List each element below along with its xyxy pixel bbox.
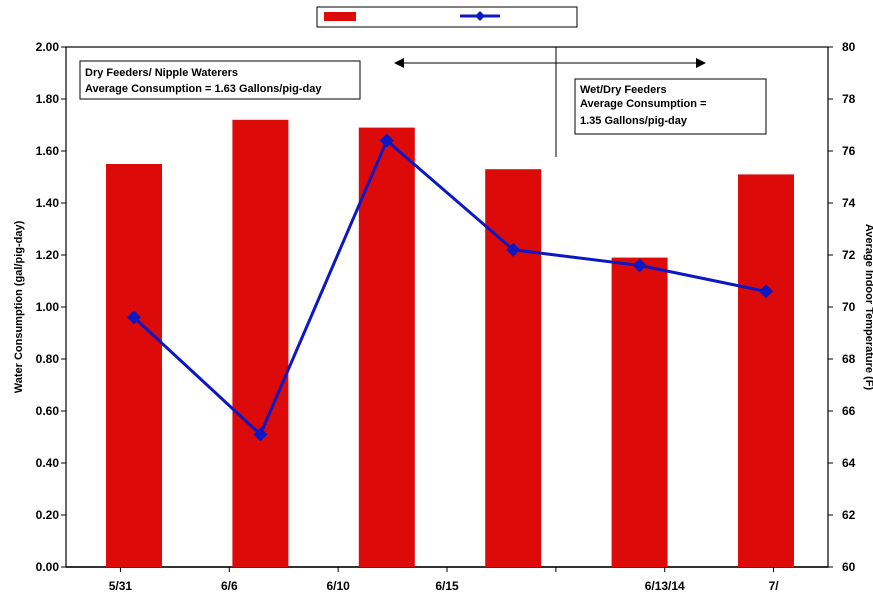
consumption-bar: [358, 127, 415, 567]
annotation-wet-line-2: Average Consumption =: [580, 98, 706, 110]
left-tick-label: 0.00: [36, 560, 60, 574]
consumption-bar: [611, 257, 668, 567]
left-tick-label: 1.00: [36, 300, 60, 314]
temperature-point: [632, 258, 647, 273]
annotation-wet-line-3: 1.35 Gallons/pig-day: [580, 115, 688, 127]
right-tick-label: 72: [842, 248, 856, 262]
annotation-dry-line-2: Average Consumption = 1.63 Gallons/pig-d…: [85, 83, 322, 95]
annotation-wet-box: [574, 78, 767, 135]
annotation-wet-dry-feeders: Wet/Dry Feeders Average Consumption = 1.…: [574, 78, 767, 135]
right-tick-label: 68: [842, 352, 856, 366]
consumption-bar: [232, 119, 289, 568]
right-tick-label: 70: [842, 300, 856, 314]
temperature-point: [379, 133, 394, 148]
temperature-point: [127, 310, 141, 325]
right-tick-label: 62: [842, 508, 856, 522]
annotation-dry-feeders: Dry Feeders/ Nipple Waterers Average Con…: [79, 60, 361, 100]
period-arrow: [394, 47, 706, 157]
annotation-dry-line-1: Dry Feeders/ Nipple Waterers: [85, 67, 238, 79]
annotation-dry-box: [79, 60, 361, 100]
right-axis-title: Average Indoor Temperature (F): [863, 224, 873, 391]
legend-marker-icon: [475, 11, 485, 21]
x-tick-label: 6/6: [221, 579, 238, 593]
right-tick-label: 64: [842, 456, 856, 470]
left-axis-title: Water Consumption (gal/pig-day): [13, 220, 25, 393]
legend-box: [316, 6, 578, 28]
x-tick-label: 6/13/14: [645, 579, 685, 593]
x-tick-label: 6/15: [435, 579, 459, 593]
right-axis-ticks: 60 62 64 66 68 70 72 74 76 78 80: [828, 40, 856, 574]
right-tick-label: 78: [842, 92, 856, 106]
temperature-point: [506, 242, 521, 257]
left-tick-label: 1.80: [36, 92, 60, 106]
x-tick-label: 6/10: [326, 579, 350, 593]
temperature-point: [253, 427, 268, 442]
left-tick-label: 0.40: [36, 456, 60, 470]
right-tick-label: 74: [842, 196, 856, 210]
right-tick-label: 80: [842, 40, 856, 54]
x-tick-label: 7/: [769, 579, 780, 593]
right-tick-label: 66: [842, 404, 856, 418]
left-axis-ticks: 0.00 0.20 0.40 0.60 0.80 1.00 1.20 1.40 1.60 1.80…: [36, 40, 66, 574]
bar-series: [106, 119, 794, 568]
arrow-left-head-icon: [394, 58, 404, 68]
consumption-bar: [738, 174, 794, 567]
x-axis-ticks: 5/31 6/6 6/10 6/15 6/13/14 7/: [109, 567, 779, 593]
left-tick-label: 1.40: [36, 196, 60, 210]
annotation-wet-line-1: Wet/Dry Feeders: [580, 84, 667, 96]
consumption-bar: [485, 169, 542, 567]
legend: [316, 6, 578, 28]
right-tick-label: 60: [842, 560, 856, 574]
arrow-right-head-icon: [696, 58, 706, 68]
left-tick-label: 0.20: [36, 508, 60, 522]
left-tick-label: 1.60: [36, 144, 60, 158]
left-tick-label: 1.20: [36, 248, 60, 262]
left-tick-label: 2.00: [36, 40, 60, 54]
temperature-line: [132, 139, 767, 436]
right-tick-label: 76: [842, 144, 856, 158]
left-tick-label: 0.60: [36, 404, 60, 418]
consumption-bar: [106, 164, 162, 567]
temperature-point: [759, 284, 773, 299]
x-tick-label: 5/31: [109, 579, 133, 593]
legend-bar-swatch: [324, 12, 356, 21]
temperature-line-series: [127, 133, 773, 442]
left-tick-label: 0.80: [36, 352, 60, 366]
